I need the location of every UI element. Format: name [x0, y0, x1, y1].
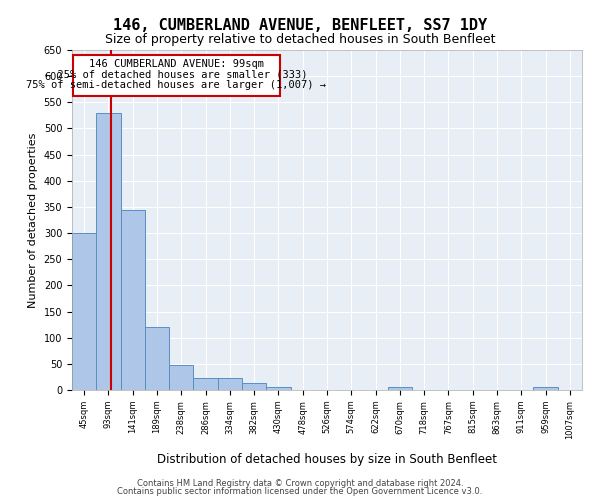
Text: 75% of semi-detached houses are larger (1,007) →: 75% of semi-detached houses are larger (… — [26, 80, 326, 90]
Bar — [193, 378, 218, 390]
Text: Contains public sector information licensed under the Open Government Licence v3: Contains public sector information licen… — [118, 487, 482, 496]
Bar — [169, 366, 193, 390]
X-axis label: Distribution of detached houses by size in South Benfleet: Distribution of detached houses by size … — [157, 452, 497, 466]
Text: Size of property relative to detached houses in South Benfleet: Size of property relative to detached ho… — [105, 32, 495, 46]
Text: ← 25% of detached houses are smaller (333): ← 25% of detached houses are smaller (33… — [45, 70, 308, 80]
Bar — [266, 388, 290, 390]
Bar — [121, 210, 145, 390]
Bar — [533, 388, 558, 390]
Text: 146 CUMBERLAND AVENUE: 99sqm: 146 CUMBERLAND AVENUE: 99sqm — [89, 58, 264, 68]
Y-axis label: Number of detached properties: Number of detached properties — [28, 132, 38, 308]
Bar — [96, 113, 121, 390]
Bar — [72, 233, 96, 390]
FancyBboxPatch shape — [73, 54, 280, 96]
Text: Contains HM Land Registry data © Crown copyright and database right 2024.: Contains HM Land Registry data © Crown c… — [137, 478, 463, 488]
Bar — [388, 388, 412, 390]
Text: 146, CUMBERLAND AVENUE, BENFLEET, SS7 1DY: 146, CUMBERLAND AVENUE, BENFLEET, SS7 1D… — [113, 18, 487, 32]
Bar — [218, 378, 242, 390]
Bar — [242, 383, 266, 390]
Bar — [145, 327, 169, 390]
